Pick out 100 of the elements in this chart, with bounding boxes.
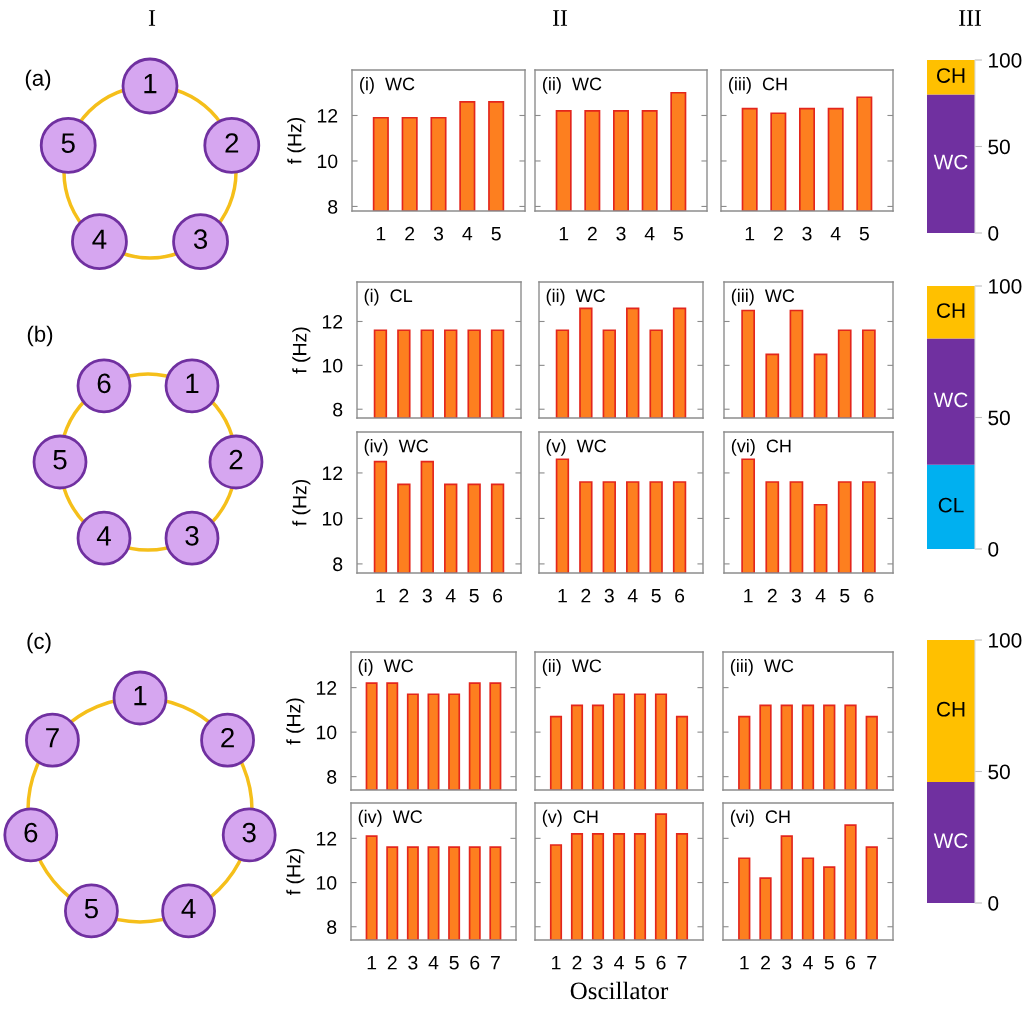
bar	[927, 338, 975, 465]
series-label: WC	[933, 392, 968, 408]
chart-title: (iii) WC	[730, 658, 794, 676]
bar	[927, 464, 975, 549]
series-label: CL	[938, 497, 964, 513]
chart-title: (v) WC	[546, 439, 607, 456]
x-tick-label: 1	[376, 588, 385, 603]
x-tick-label: 6	[864, 588, 874, 603]
x-tick-label: 2	[767, 588, 777, 603]
x-tick-label: 3	[604, 588, 614, 603]
x-tick-label: 5	[449, 955, 459, 970]
chart-title: (ii) WC	[543, 77, 602, 94]
chart-title: (vi) CH	[731, 439, 791, 456]
category-label: 5	[53, 450, 67, 470]
x-tick-label: 2	[761, 955, 770, 970]
x-tick-label: 5	[469, 588, 479, 603]
y-tick-label: 0	[988, 226, 999, 241]
x-tick-label: 7	[490, 955, 500, 970]
x-tick-label: 6	[675, 588, 685, 603]
chart-title: (ii) WC	[546, 288, 606, 306]
text: I	[148, 10, 156, 26]
y-tick-label: 10	[322, 358, 343, 373]
x-tick-label: 1	[367, 955, 377, 970]
y-tick-label: 12	[316, 831, 337, 846]
series-label: CH	[937, 68, 965, 83]
y-axis-title: f (Hz)	[292, 327, 311, 374]
y-tick-label: 0	[988, 542, 999, 557]
y-axis-title: f (Hz)	[286, 848, 305, 895]
category-label: 5	[61, 133, 75, 153]
y-tick-label: 12	[316, 681, 337, 695]
series-label: CH	[937, 701, 965, 717]
category-label: 2	[229, 449, 243, 470]
x-tick-label: 3	[433, 226, 444, 241]
y-tick-label: 10	[316, 725, 337, 740]
x-tick-label: 5	[824, 955, 834, 970]
category-label: 1	[144, 74, 157, 94]
x-tick-label: 5	[840, 588, 850, 603]
x-tick-label: 3	[791, 588, 801, 603]
chart-title: (iii) CH	[729, 77, 787, 94]
y-tick-label: 10	[322, 511, 343, 526]
x-tick-label: 3	[422, 588, 432, 603]
text: (c)	[27, 632, 51, 654]
y-tick-label: 100	[989, 633, 1022, 648]
x-tick-label: 4	[627, 588, 638, 603]
x-tick-label: 2	[572, 955, 582, 970]
category-label: 6	[24, 822, 38, 843]
x-tick-label: 2	[587, 226, 597, 241]
x-tick-label: 4	[830, 226, 841, 241]
x-tick-label: 3	[408, 955, 418, 970]
x-tick-label: 4	[462, 226, 473, 241]
x-tick-label: 5	[491, 226, 501, 241]
chart-title: (i) CL	[364, 288, 413, 306]
bar	[927, 286, 975, 339]
y-tick-label: 8	[327, 770, 337, 784]
text: III	[959, 10, 981, 26]
x-tick-label: 2	[773, 226, 783, 241]
y-tick-label: 50	[988, 410, 1010, 426]
chart-title: (iv) WC	[364, 439, 429, 456]
x-tick-label: 7	[677, 955, 687, 970]
x-tick-label: 2	[399, 588, 409, 603]
category-label: 2	[225, 133, 239, 153]
y-tick-label: 50	[988, 764, 1010, 780]
y-tick-label: 8	[327, 920, 337, 934]
x-tick-label: 6	[656, 955, 666, 970]
x-tick-label: 1	[376, 226, 386, 241]
x-tick-label: 3	[593, 955, 603, 970]
text: (b)	[27, 325, 53, 347]
x-tick-label: 1	[740, 955, 749, 970]
y-tick-label: 12	[322, 314, 343, 329]
category-label: 1	[186, 373, 199, 393]
category-label: 4	[181, 898, 196, 919]
chart-title: (vi) CH	[730, 809, 790, 827]
x-tick-label: 4	[445, 588, 456, 603]
category-label: 4	[96, 526, 111, 546]
y-tick-label: 12	[322, 466, 343, 480]
category-label: 7	[46, 728, 59, 748]
x-tick-label: 4	[803, 955, 813, 970]
x-tick-label: 1	[559, 226, 569, 241]
chart-title: (iii) WC	[731, 288, 795, 306]
text: II	[552, 10, 568, 26]
x-tick-label: 6	[470, 955, 480, 970]
y-tick-label: 12	[317, 108, 338, 123]
x-tick-label: 4	[815, 588, 826, 603]
chart-title: (ii) WC	[542, 658, 602, 676]
series-label: WC	[933, 154, 968, 170]
y-tick-label: 8	[328, 199, 338, 214]
series-label: CH	[937, 303, 965, 318]
x-tick-label: 1	[745, 226, 755, 241]
y-axis-title: f (Hz)	[292, 479, 311, 526]
x-tick-label: 3	[782, 955, 792, 970]
y-tick-label: 8	[333, 402, 343, 417]
x-tick-label: 2	[581, 588, 591, 603]
chart-title: (i) WC	[360, 77, 415, 94]
chart-title: (v) CH	[542, 809, 598, 827]
x-tick-label: 1	[552, 955, 561, 970]
x-tick-label: 5	[651, 588, 661, 603]
y-tick-label: 0	[988, 896, 999, 911]
category-label: 1	[134, 686, 147, 706]
x-tick-label: 5	[673, 226, 683, 241]
category-label: 5	[84, 898, 98, 919]
